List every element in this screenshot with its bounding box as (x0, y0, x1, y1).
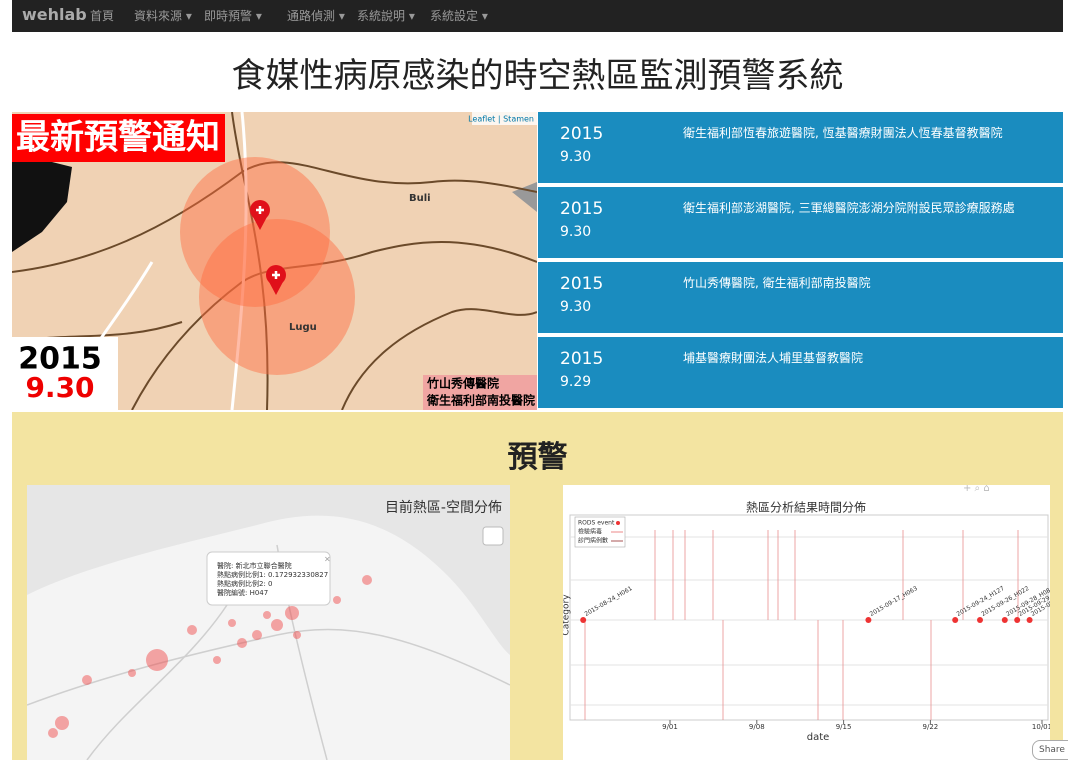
hospital-label: 竹山秀傳醫院 (426, 376, 499, 391)
badge: 最新預警通知 (16, 118, 220, 158)
date-box (12, 337, 118, 410)
hotspots (48, 575, 372, 738)
alert-date: 9.30 (560, 299, 592, 315)
chart-title: 熱區分析結果時間分佈 (746, 500, 866, 515)
alert-date: 9.30 (25, 371, 94, 404)
event-lines (584, 530, 1019, 720)
popup-line: 熱點病例比例2: 0 (217, 579, 273, 588)
place-label: Lugu (289, 322, 317, 333)
hot-zone (199, 219, 355, 375)
event-point[interactable] (1026, 617, 1033, 623)
attribution-bg (472, 112, 537, 125)
hospital-pin (266, 265, 286, 295)
nav-item[interactable]: 系統說明 ▾ (357, 9, 415, 23)
alert-year: 2015 (560, 349, 604, 369)
popup (206, 551, 331, 606)
event-point[interactable] (1014, 617, 1021, 623)
alert-item[interactable]: 2015 9.30 衛生福利部澎湖醫院, 三軍總醫院澎湖分院附設民眾診療服務處 (538, 187, 1063, 258)
alert-hospitals: 衛生福利部恆春旅遊醫院, 恆基醫療財團法人恆春基督教醫院 (683, 126, 1003, 140)
alert-hospitals: 衛生福利部澎湖醫院, 三軍總醫院澎湖分院附設民眾診療服務處 (683, 201, 1015, 215)
y-axis-label: Category (563, 594, 572, 636)
nav-item[interactable]: 系統設定 ▾ (430, 9, 488, 23)
toolbar[interactable]: + ⌕ ⌂ (963, 485, 990, 494)
map-title: 目前熱區-空間分佈 (385, 499, 502, 516)
legend-label: 診門病例數 (578, 537, 608, 545)
land (27, 515, 510, 760)
alert-item[interactable]: 2015 9.29 埔基醫療財團法人埔里基督教醫院 (538, 337, 1063, 408)
event-point[interactable] (580, 617, 587, 623)
terrain (512, 182, 537, 212)
alert-map: Buli Lugu Leaflet | Stamen 最新預警通知 2015 9… (12, 112, 537, 410)
x-tick-label: 9/08 (749, 723, 765, 731)
share-button[interactable]: Share (1032, 740, 1068, 760)
hospital-label: 衛生福利部南投醫院 (426, 393, 535, 408)
place-label: Buli (409, 193, 431, 204)
popup-line: 醫院: 新北市立聯合醫院 (217, 561, 292, 570)
layer-control[interactable] (482, 526, 504, 546)
alert-date: 9.30 (560, 224, 592, 240)
plot-frame (569, 514, 1049, 721)
alert-date: 9.29 (560, 374, 592, 390)
alert-year: 2015 (560, 199, 604, 219)
attribution[interactable]: Leaflet | Stamen (468, 115, 534, 124)
event-point[interactable] (1001, 617, 1008, 623)
popup-line: 熱點病例比例1: 0.172932330827 (217, 570, 328, 579)
alert-date: 9.30 (560, 149, 592, 165)
alert-year: 2015 (560, 124, 604, 144)
popup-close[interactable]: × (324, 555, 331, 564)
brand[interactable]: wehlab (22, 5, 87, 24)
nav-item[interactable]: 即時預警 ▾ (204, 9, 262, 23)
hospital-box (423, 375, 537, 410)
alert-list: 2015 9.30 衛生福利部恆春旅遊醫院, 恆基醫療財團法人恆春基督教醫院 2015… (538, 112, 1063, 412)
x-axis-label: date (807, 732, 830, 743)
alert-year: 2015 (560, 274, 604, 294)
alert-item[interactable]: 2015 9.30 竹山秀傳醫院, 衛生福利部南投醫院 (538, 262, 1063, 333)
legend-marker (616, 521, 620, 525)
map-canvas: Buli Lugu Leaflet | Stamen 最新預警通知 2015 9… (12, 112, 537, 410)
nav-item[interactable]: 通路偵測 ▾ (287, 9, 345, 23)
legend-label: 檢驗病毒 (578, 528, 602, 536)
alert-hospitals: 埔基醫療財團法人埔里基督教醫院 (683, 351, 864, 365)
event-point[interactable] (865, 617, 872, 623)
section-title: 預警 (507, 440, 568, 475)
nav-item[interactable]: 資料來源 ▾ (134, 9, 192, 23)
badge-bg (12, 114, 225, 162)
alert-item[interactable]: 2015 9.30 衛生福利部恆春旅遊醫院, 恆基醫療財團法人恆春基督教醫院 (538, 112, 1063, 183)
x-tick-label: 9/22 (923, 723, 939, 731)
hospital-pin (250, 200, 270, 230)
grid (570, 536, 1048, 706)
x-tick-label: 9/15 (836, 723, 852, 731)
event-point[interactable] (952, 617, 959, 623)
legend-label: RODS event (578, 520, 615, 527)
hot-zone (180, 157, 330, 307)
sea (12, 152, 72, 252)
event-point[interactable] (977, 617, 983, 623)
popup-line: 醫院編號: H047 (217, 588, 268, 597)
chart-bg (563, 485, 1050, 760)
alert-year: 2015 (18, 342, 102, 377)
page-title: 食媒性病原感染的時空熱區監測預警系統 (231, 56, 844, 96)
x-tick-label: 9/01 (662, 723, 678, 731)
nav-item[interactable]: 首頁 (90, 9, 115, 23)
alert-hospitals: 竹山秀傳醫院, 衛生福利部南投醫院 (683, 276, 871, 290)
x-tick-label: 10/01 (1032, 723, 1050, 731)
navbar: wehlab 首頁 資料來源 ▾ 即時預警 ▾ 通路偵測 ▾ 系統說明 ▾ 系統設定 ▾ (12, 0, 1063, 32)
